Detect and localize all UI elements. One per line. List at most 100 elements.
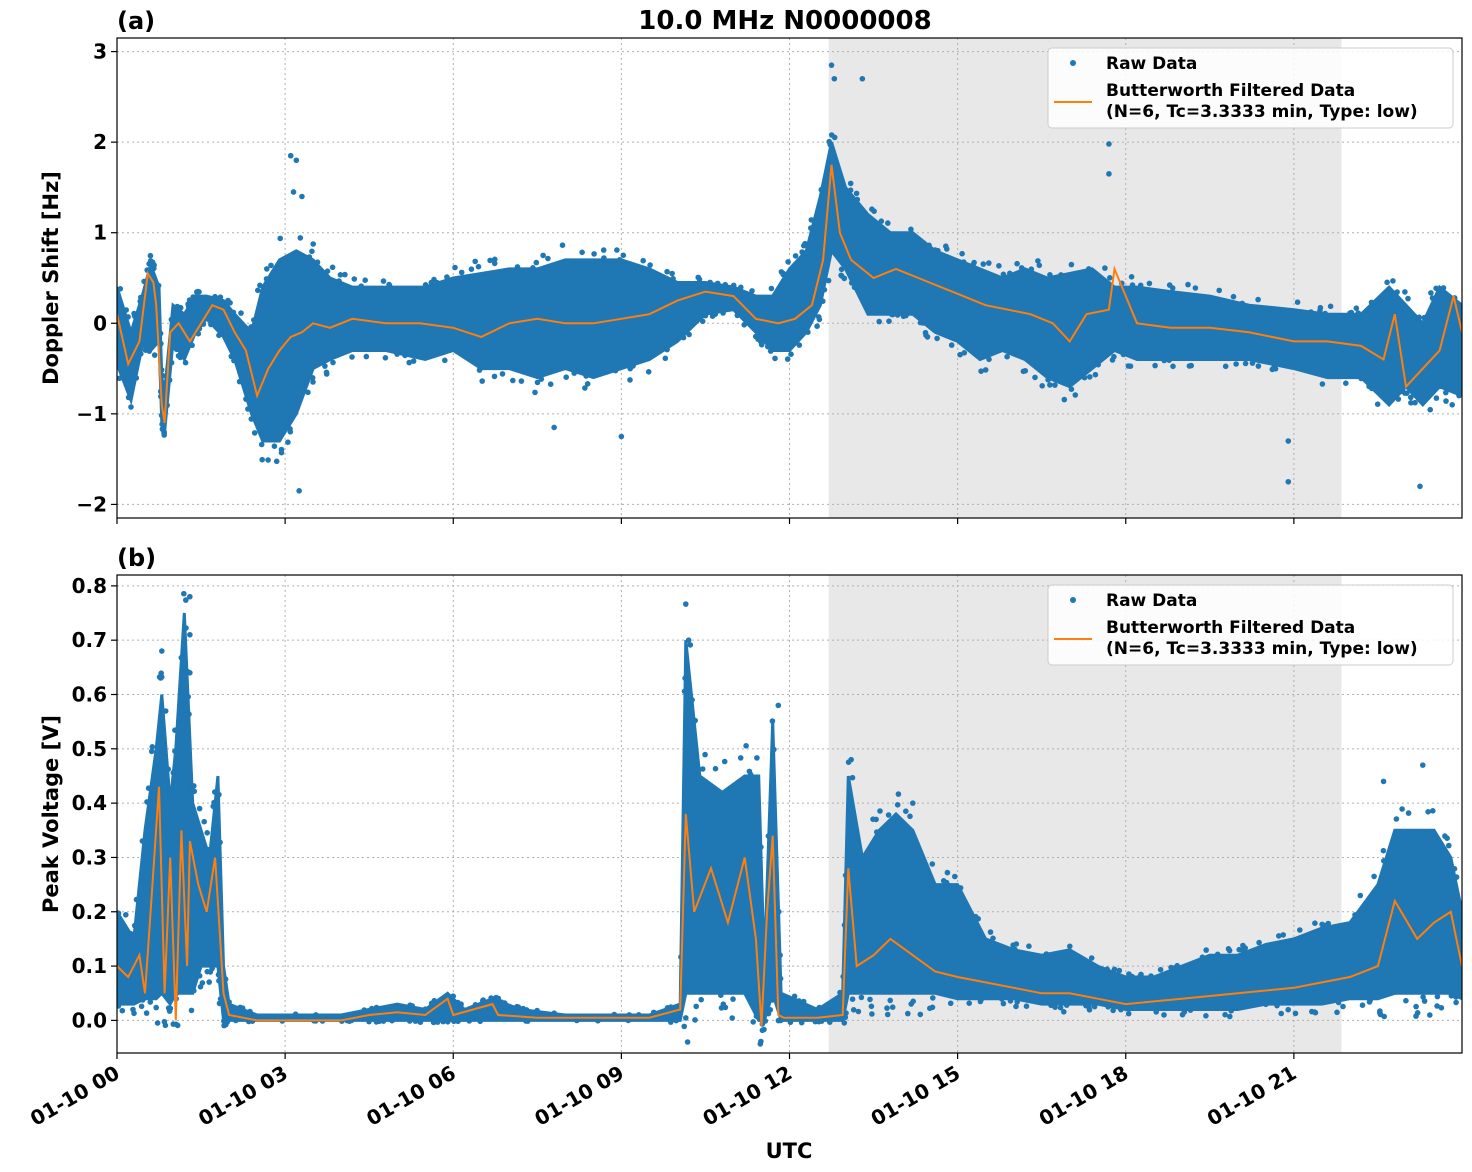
y-tick-label: −1 bbox=[76, 402, 107, 426]
raw-data-point bbox=[131, 922, 138, 929]
y-tick-label: 0.2 bbox=[72, 900, 107, 924]
raw-data-outlier bbox=[287, 152, 294, 159]
raw-data-point bbox=[1203, 947, 1209, 953]
raw-data-point bbox=[144, 799, 150, 805]
raw-data-point bbox=[153, 1004, 159, 1011]
raw-data-point bbox=[738, 284, 744, 291]
raw-data-point bbox=[796, 342, 803, 348]
raw-data-point bbox=[444, 274, 450, 280]
raw-data-point bbox=[1007, 998, 1014, 1004]
raw-data-point bbox=[952, 873, 958, 880]
legend-label-filtered: Butterworth Filtered Data bbox=[1106, 618, 1355, 638]
raw-data-point bbox=[498, 999, 505, 1005]
raw-data-point bbox=[889, 1004, 896, 1010]
raw-data-point bbox=[358, 283, 365, 290]
raw-data-point bbox=[1222, 1011, 1228, 1018]
raw-data-point bbox=[248, 324, 254, 330]
raw-data-point bbox=[683, 601, 689, 607]
raw-data-point bbox=[1297, 927, 1303, 933]
raw-data-point bbox=[767, 1007, 774, 1013]
raw-data-outlier bbox=[1417, 483, 1423, 490]
raw-data-point bbox=[206, 979, 212, 985]
raw-data-point bbox=[980, 261, 987, 267]
raw-data-point bbox=[1137, 973, 1143, 980]
raw-data-point bbox=[178, 654, 185, 661]
raw-data-point bbox=[998, 996, 1005, 1002]
raw-data-point bbox=[670, 275, 676, 282]
raw-data-point bbox=[765, 833, 772, 839]
raw-data-point bbox=[905, 1010, 911, 1017]
raw-data-point bbox=[1368, 299, 1375, 306]
raw-data-point bbox=[1352, 912, 1358, 918]
raw-data-point bbox=[943, 243, 949, 249]
raw-data-point bbox=[775, 1017, 782, 1024]
raw-data-point bbox=[583, 373, 589, 379]
raw-data-point bbox=[1179, 1011, 1186, 1018]
raw-data-point bbox=[1091, 1003, 1098, 1010]
raw-data-point bbox=[1107, 275, 1113, 281]
raw-data-point bbox=[757, 1041, 764, 1047]
raw-data-point bbox=[181, 590, 187, 597]
raw-data-point bbox=[814, 323, 820, 330]
raw-data-point bbox=[196, 289, 202, 295]
raw-data-point bbox=[1335, 999, 1342, 1006]
raw-data-point bbox=[669, 270, 675, 277]
raw-data-point bbox=[1403, 997, 1409, 1004]
raw-data-point bbox=[1427, 406, 1433, 413]
raw-data-point bbox=[1230, 293, 1237, 300]
raw-data-point bbox=[472, 1002, 479, 1008]
raw-data-point bbox=[1255, 296, 1261, 303]
raw-data-point bbox=[1317, 307, 1323, 314]
raw-data-point bbox=[1047, 272, 1053, 278]
raw-data-point bbox=[271, 443, 278, 450]
raw-data-point bbox=[297, 235, 304, 241]
raw-data-point bbox=[582, 385, 588, 391]
y-axis-label: Peak Voltage [V] bbox=[39, 715, 63, 913]
raw-data-point bbox=[714, 280, 721, 287]
raw-data-point bbox=[924, 334, 931, 340]
raw-data-point bbox=[761, 1026, 767, 1033]
raw-data-point bbox=[1023, 1003, 1030, 1009]
raw-data-point bbox=[798, 1019, 805, 1026]
raw-data-point bbox=[1168, 964, 1174, 971]
legend-label-filter-params: (N=6, Tc=3.3333 min, Type: low) bbox=[1106, 102, 1418, 122]
raw-data-point bbox=[170, 769, 177, 776]
raw-data-point bbox=[514, 1003, 520, 1010]
raw-data-point bbox=[1045, 377, 1051, 383]
raw-data-point bbox=[645, 369, 652, 375]
panel-b-peak-voltage: 0.0 0.1 0.2 0.3 0.4 0.5 0.6 0.7 0.8 (b) Peak Volta… bbox=[26, 544, 1463, 1131]
raw-data-point bbox=[799, 249, 805, 255]
y-tick-label: −2 bbox=[76, 492, 107, 516]
raw-data-point bbox=[825, 277, 832, 284]
raw-data-point bbox=[361, 1007, 368, 1013]
raw-data-point bbox=[263, 276, 270, 282]
raw-data-point bbox=[117, 375, 123, 382]
raw-data-point bbox=[1347, 310, 1353, 317]
raw-data-point bbox=[855, 1008, 862, 1015]
raw-data-point bbox=[475, 263, 482, 270]
raw-data-point bbox=[434, 1019, 441, 1025]
raw-data-point bbox=[1384, 279, 1390, 286]
raw-data-point bbox=[137, 298, 143, 305]
raw-data-point bbox=[784, 356, 791, 362]
raw-data-outlier bbox=[831, 75, 838, 82]
raw-data-point bbox=[721, 758, 728, 765]
raw-data-point bbox=[1443, 398, 1449, 404]
raw-data-point bbox=[1380, 847, 1387, 854]
raw-data-point bbox=[683, 1015, 689, 1021]
raw-data-point bbox=[212, 293, 218, 300]
raw-data-point bbox=[886, 318, 892, 325]
panel-label: (a) bbox=[117, 7, 155, 35]
raw-data-point bbox=[422, 1006, 429, 1012]
raw-data-point bbox=[510, 377, 516, 384]
raw-data-point bbox=[161, 1018, 168, 1025]
raw-data-point bbox=[1125, 363, 1132, 369]
raw-data-point bbox=[1153, 1009, 1159, 1015]
raw-data-point bbox=[1322, 310, 1328, 317]
raw-data-point bbox=[1334, 1009, 1340, 1016]
raw-data-point bbox=[472, 258, 479, 265]
raw-data-point bbox=[147, 999, 154, 1005]
raw-data-point bbox=[1381, 858, 1387, 864]
raw-data-point bbox=[838, 266, 845, 273]
raw-data-point bbox=[1453, 999, 1459, 1006]
